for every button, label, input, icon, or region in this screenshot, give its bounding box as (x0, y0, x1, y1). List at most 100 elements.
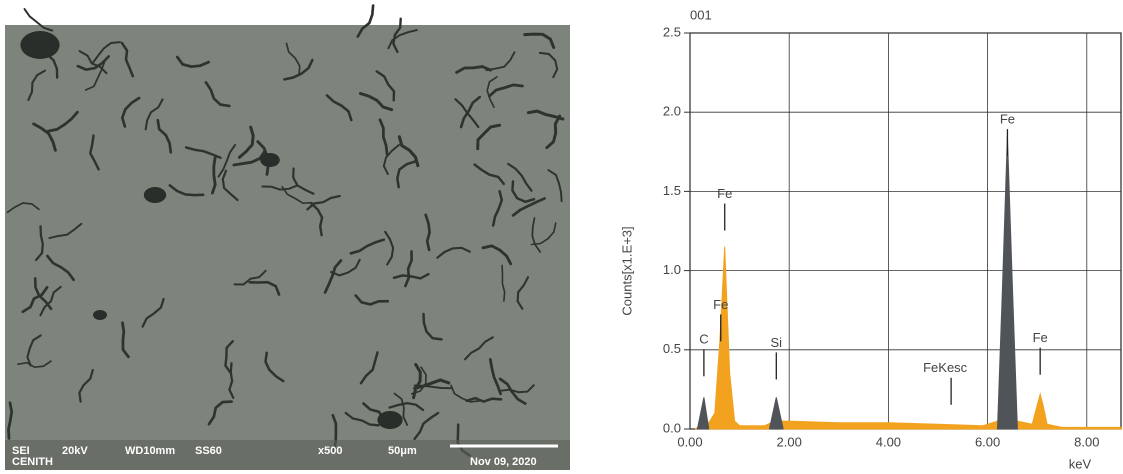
sem-grain-boundary (175, 55, 210, 69)
sem-grain-boundary (35, 225, 44, 262)
sem-pore (377, 411, 403, 429)
sem-grain-boundary (261, 184, 299, 191)
sem-grain-boundary (7, 401, 14, 440)
sem-grain-boundary (545, 114, 562, 150)
spectrum-area (694, 246, 1123, 430)
sem-grain-boundary (91, 41, 121, 64)
peak-label: Fe (1000, 112, 1015, 127)
sem-grain-boundary (354, 294, 390, 306)
sem-grain-boundary (465, 396, 503, 403)
sem-grain-boundary (488, 83, 524, 98)
sem-grain-boundary (356, 4, 375, 38)
y-tick-label: 2.5 (663, 24, 681, 39)
sem-grain-boundary (233, 269, 267, 286)
sem-grain-boundary (184, 146, 222, 159)
sem-grain-boundary (330, 258, 361, 277)
sem-grain-boundary (392, 272, 430, 280)
sem-info-text: x500 (318, 445, 342, 457)
sem-grain-boundary (459, 95, 481, 129)
sem-grain-boundary (344, 411, 380, 427)
sem-grain-boundary (285, 42, 301, 76)
sem-grain-boundary (396, 160, 417, 189)
sem-grain-boundary (21, 285, 49, 314)
sem-panel (5, 4, 570, 470)
sem-grain-boundary (481, 244, 513, 266)
sem-grain-boundary (17, 360, 52, 369)
sem-grain-boundary (547, 169, 563, 203)
sem-grain-boundary (384, 230, 395, 266)
plot-area (689, 32, 1122, 430)
sem-grain-boundary (455, 65, 492, 74)
sem-grain-boundary (120, 41, 135, 78)
sem-grain-boundary (507, 162, 533, 192)
sem-grain-boundary (156, 118, 173, 154)
sem-grain-boundary (388, 402, 425, 412)
sem-grain-boundary (48, 222, 83, 240)
sem-grain-boundary (306, 194, 341, 211)
x-tick-label: 8.00 (1074, 434, 1099, 449)
sem-grain-boundary (120, 96, 141, 128)
sem-grain-boundary (228, 362, 235, 399)
sem-grain-boundary (436, 246, 471, 259)
sem-grain-boundary (283, 58, 314, 81)
sem-info-text: SEI (12, 445, 30, 457)
spectrum-area (996, 135, 1018, 430)
sem-grain-boundary (450, 384, 481, 403)
sem-grain-boundary (144, 98, 164, 131)
sem-grain-boundary (488, 358, 502, 396)
sem-info-text: SS60 (195, 445, 222, 457)
sem-grain-boundary (23, 8, 54, 32)
sem-grain-boundary (78, 50, 108, 75)
y-axis-label: Counts[x1.E+3] (619, 226, 634, 315)
sem-grain-boundary (422, 312, 443, 341)
sem-grain-boundary (210, 156, 217, 195)
x-axis-label: keV (1069, 456, 1092, 471)
x-tick-label: 6.00 (975, 434, 1000, 449)
sem-grain-boundary (26, 334, 42, 367)
sem-grain-boundary (121, 321, 130, 359)
sem-grain-boundary (424, 213, 431, 252)
sem-grain-boundary (78, 368, 94, 403)
peak-label: Fe (717, 186, 732, 201)
peak-label: C (699, 332, 708, 347)
sem-grain-boundary (523, 32, 556, 49)
sem-grain-boundary (531, 217, 541, 253)
spectrum-area (768, 397, 784, 430)
sem-info-text: 20kV (62, 445, 88, 457)
sem-grain-boundary (281, 185, 313, 205)
y-tick-label: 2.0 (663, 104, 681, 119)
sem-grain-boundary (358, 92, 394, 112)
sem-pore (93, 310, 107, 320)
x-tick-label: 0.00 (677, 434, 702, 449)
sem-grain-boundary (325, 94, 353, 122)
sem-grain-boundary (232, 149, 267, 167)
sem-info-text: 50μm (388, 445, 417, 457)
sem-grain-boundary (392, 17, 402, 53)
sem-grain-boundary (393, 392, 409, 426)
sem-grain-boundary (397, 135, 420, 168)
sem-grain-boundary (463, 336, 494, 361)
sem-grain-boundary (491, 190, 504, 227)
sem-grain-boundary (404, 250, 413, 288)
sem-grain-boundary (511, 197, 546, 217)
sem-grain-boundary (359, 351, 379, 385)
sem-grain-boundary (454, 98, 480, 129)
sem-grain-boundary (248, 280, 281, 296)
sem-grain-boundary (498, 377, 527, 405)
sem-grain-boundary (27, 69, 47, 101)
sem-grain-boundary (530, 222, 557, 246)
sem-grain-boundary (221, 169, 239, 202)
peak-label: Si (771, 335, 783, 350)
sem-grain-boundary (292, 167, 315, 195)
sem-grain-boundary (32, 122, 57, 152)
sem-grain-boundary (204, 81, 231, 108)
sem-grain-boundary (413, 378, 451, 390)
sem-grain-boundary (378, 118, 389, 156)
sem-operator: CENITH (12, 456, 53, 468)
y-tick-label: 0.0 (663, 420, 681, 435)
sem-grain-boundary (46, 110, 79, 133)
sem-grain-boundary (499, 384, 535, 394)
y-tick-label: 1.0 (663, 262, 681, 277)
sem-grain-boundary (382, 143, 400, 175)
peak-label: Fe (713, 297, 728, 312)
